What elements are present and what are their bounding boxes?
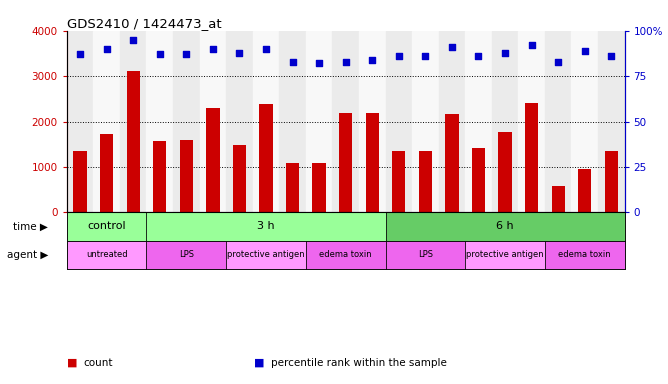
Text: LPS: LPS <box>418 250 433 259</box>
Bar <box>333 31 359 212</box>
Text: protective antigen: protective antigen <box>227 250 305 259</box>
Text: protective antigen: protective antigen <box>466 250 544 259</box>
Point <box>393 53 404 59</box>
Bar <box>279 31 306 212</box>
Text: ■: ■ <box>254 358 265 368</box>
Text: time ▶: time ▶ <box>13 222 48 232</box>
Bar <box>206 108 220 212</box>
Point <box>208 46 218 52</box>
Bar <box>492 31 518 212</box>
Bar <box>306 240 385 269</box>
Bar <box>385 212 625 240</box>
Bar <box>67 240 146 269</box>
Bar <box>498 131 512 212</box>
Point <box>367 57 377 63</box>
Point <box>314 60 325 66</box>
Bar <box>67 212 146 240</box>
Text: untreated: untreated <box>86 250 128 259</box>
Bar <box>226 31 253 212</box>
Bar <box>571 31 598 212</box>
Bar <box>180 140 193 212</box>
Point <box>553 58 564 65</box>
Bar <box>605 151 618 212</box>
Text: ■: ■ <box>67 358 77 368</box>
Point <box>287 58 298 65</box>
Bar <box>598 31 625 212</box>
Bar <box>173 31 200 212</box>
Bar <box>153 141 166 212</box>
Text: 6 h: 6 h <box>496 222 514 232</box>
Point <box>154 51 165 57</box>
Bar <box>552 185 565 212</box>
Bar <box>465 240 545 269</box>
Text: GDS2410 / 1424473_at: GDS2410 / 1424473_at <box>67 17 221 30</box>
Point <box>473 53 484 59</box>
Bar <box>259 104 273 212</box>
Point <box>420 53 431 59</box>
Bar <box>545 240 625 269</box>
Point <box>606 53 617 59</box>
Bar <box>126 71 140 212</box>
Bar <box>365 113 379 212</box>
Text: count: count <box>84 358 113 368</box>
Bar <box>392 151 405 212</box>
Text: 3 h: 3 h <box>257 222 275 232</box>
Bar <box>525 103 538 212</box>
Point <box>447 44 458 50</box>
Bar <box>465 31 492 212</box>
Bar <box>200 31 226 212</box>
Bar <box>73 151 87 212</box>
Point <box>579 48 590 54</box>
Bar <box>146 31 173 212</box>
Point <box>234 50 244 56</box>
Bar <box>578 169 591 212</box>
Text: percentile rank within the sample: percentile rank within the sample <box>271 358 446 368</box>
Bar <box>359 31 385 212</box>
Text: agent ▶: agent ▶ <box>7 250 48 260</box>
Bar <box>446 114 458 212</box>
Point <box>341 58 351 65</box>
Text: LPS: LPS <box>179 250 194 259</box>
Bar <box>120 31 146 212</box>
Point <box>261 46 271 52</box>
Bar <box>472 148 485 212</box>
Bar <box>286 163 299 212</box>
Bar <box>313 163 326 212</box>
Point <box>75 51 86 57</box>
Bar <box>100 134 114 212</box>
Point <box>500 50 510 56</box>
Bar <box>226 240 306 269</box>
Bar <box>67 31 94 212</box>
Bar <box>94 31 120 212</box>
Bar <box>419 151 432 212</box>
Bar <box>545 31 571 212</box>
Text: edema toxin: edema toxin <box>558 250 611 259</box>
Point <box>526 42 537 48</box>
Point <box>128 37 138 43</box>
Bar <box>233 145 246 212</box>
Bar <box>339 113 352 212</box>
Text: control: control <box>88 222 126 232</box>
Bar <box>412 31 439 212</box>
Bar <box>146 212 385 240</box>
Bar <box>385 240 465 269</box>
Bar <box>306 31 333 212</box>
Bar <box>439 31 465 212</box>
Bar <box>518 31 545 212</box>
Point <box>102 46 112 52</box>
Bar <box>146 240 226 269</box>
Bar <box>253 31 279 212</box>
Bar <box>385 31 412 212</box>
Point <box>181 51 192 57</box>
Text: edema toxin: edema toxin <box>319 250 372 259</box>
